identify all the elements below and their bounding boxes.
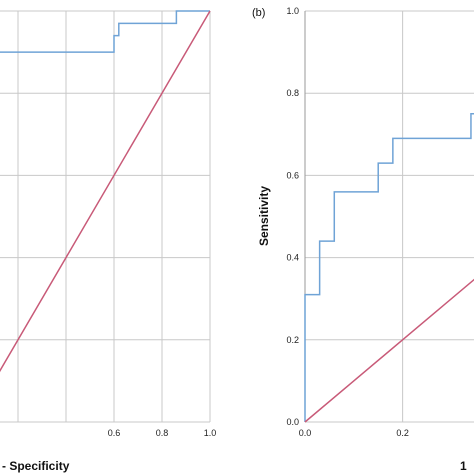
panel-b-tick-labels: 0.00.20.40.00.20.40.60.81.0	[286, 6, 409, 438]
panel-b-y-tick-label: 0.8	[286, 88, 299, 98]
panel-a-x-tick-label: 0.6	[108, 428, 121, 438]
panel-a-tick-labels: 0.6 0.8 1.0	[108, 428, 217, 438]
panel-a-series	[0, 10, 211, 373]
panel-a-x-tick-label: 1.0	[204, 428, 217, 438]
panel-b-reference-line	[304, 278, 474, 423]
panel-b-y-tick-label: 0.2	[286, 335, 299, 345]
panel-b-roc-curve	[304, 113, 474, 422]
panel-b-y-tick-label: 0.0	[286, 417, 299, 427]
panel-b-series	[304, 113, 474, 423]
panel-a-reference-line	[0, 10, 211, 373]
panel-b-y-tick-label: 0.6	[286, 170, 299, 180]
panel-b: (b) 0.00.20.40.00.20.40.60.81.0 Sensitiv…	[252, 6, 474, 473]
panel-a-x-tick-label: 0.8	[156, 428, 169, 438]
panel-b-label: (b)	[252, 7, 265, 19]
panel-b-x-tick-label: 0.2	[396, 428, 409, 438]
panel-b-y-tick-label: 0.4	[286, 253, 299, 263]
panel-b-grid	[304, 10, 474, 423]
panel-b-y-tick-label: 1.0	[286, 6, 299, 16]
panel-b-y-axis-label: Sensitivity	[257, 186, 271, 246]
panel-b-x-axis-label: 1	[460, 459, 467, 473]
panel-a-x-axis-label: 1 - Specificity	[0, 459, 70, 473]
panel-a-grid	[0, 10, 211, 423]
panel-b-x-tick-label: 0.0	[299, 428, 312, 438]
panel-a: 0.6 0.8 1.0 1 - Specificity	[0, 10, 217, 473]
panel-a-roc-curve	[0, 10, 210, 53]
